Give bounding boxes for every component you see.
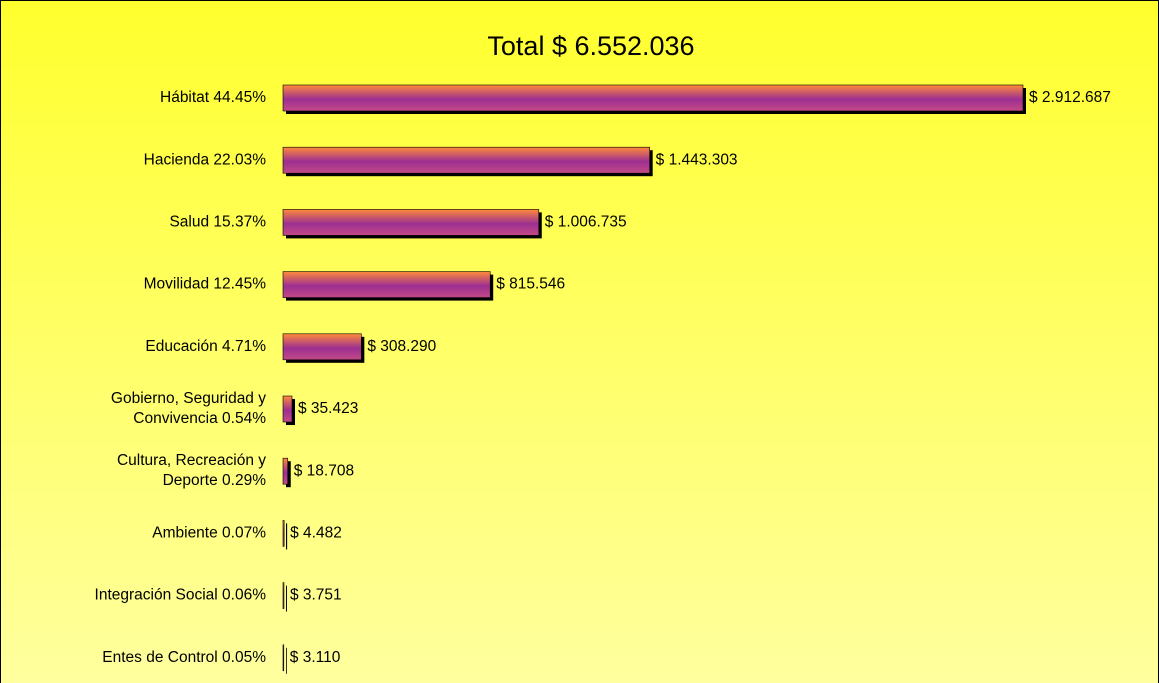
category-label: Integración Social 0.06% xyxy=(95,587,267,604)
bar xyxy=(282,520,285,547)
value-label: $ 3.751 xyxy=(290,587,342,604)
value-label: $ 308.290 xyxy=(367,338,436,355)
category-label: Educación 4.71% xyxy=(145,338,266,355)
category-label: Entes de Control 0.05% xyxy=(102,649,266,666)
value-label: $ 1.443.303 xyxy=(656,151,738,168)
category-label: Hacienda 22.03% xyxy=(144,151,267,168)
bar xyxy=(282,146,650,174)
bar xyxy=(282,395,293,423)
chart-title: Total $ 6.552.036 xyxy=(487,31,694,61)
bar-shadow xyxy=(286,523,288,550)
category-label: Hábitat 44.45% xyxy=(160,89,266,106)
category-label: Movilidad 12.45% xyxy=(144,276,267,293)
value-label: $ 815.546 xyxy=(496,276,565,293)
category-label: Salud 15.37% xyxy=(169,213,266,230)
bar-shadow xyxy=(286,585,287,612)
category-label: Ambiente 0.07% xyxy=(152,524,266,541)
category-label: Cultura, Recreación y Deporte 0.29% xyxy=(117,452,266,489)
value-label: $ 35.423 xyxy=(298,400,358,417)
bar xyxy=(282,333,362,361)
bar xyxy=(282,644,285,672)
value-label: $ 3.110 xyxy=(290,649,341,666)
bar-shadow xyxy=(286,647,287,674)
value-label: $ 4.482 xyxy=(290,524,342,541)
value-label: $ 1.006.735 xyxy=(545,213,627,230)
value-label: $ 2.912.687 xyxy=(1029,89,1111,106)
bar-shadow xyxy=(286,461,291,488)
bar xyxy=(282,582,285,609)
bar xyxy=(282,209,540,236)
bar xyxy=(282,457,289,485)
value-label: $ 18.708 xyxy=(294,462,354,479)
bar xyxy=(282,84,1024,112)
bar xyxy=(282,271,491,298)
category-label: Gobierno, Seguridad y Convivencia 0.54% xyxy=(111,390,266,427)
